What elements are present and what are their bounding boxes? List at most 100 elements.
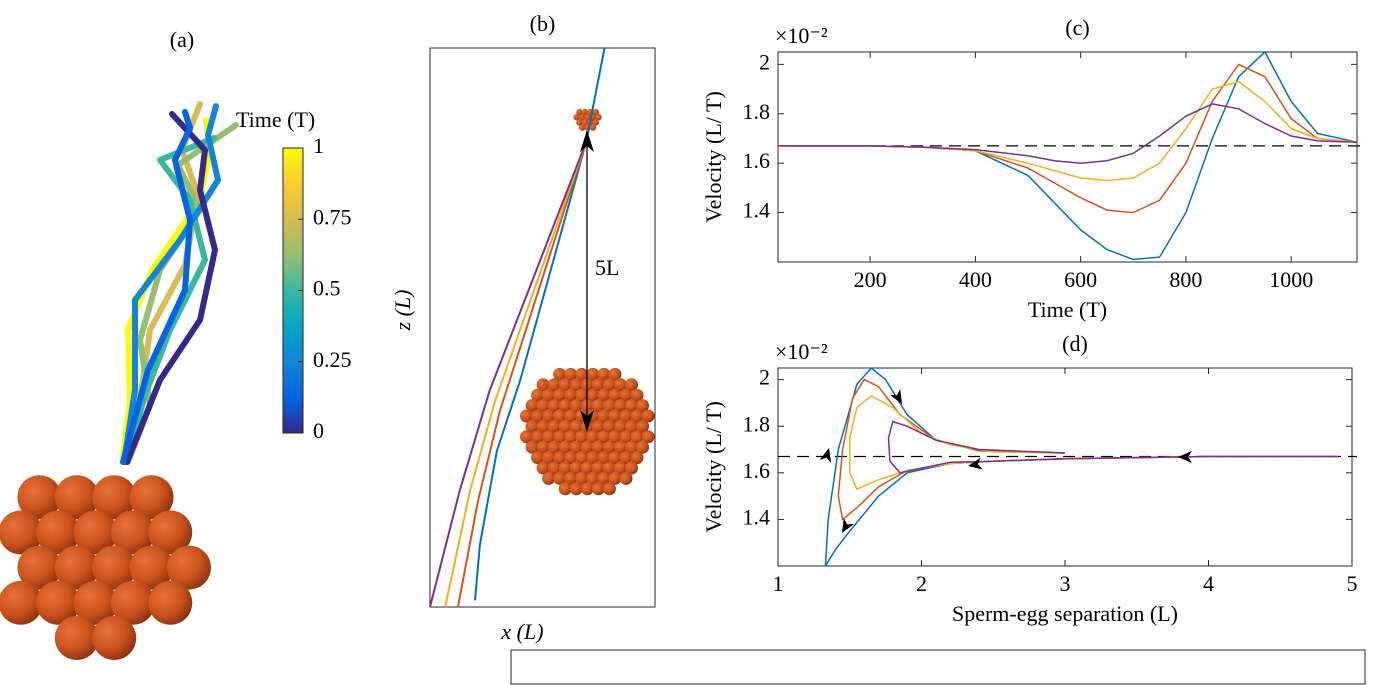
sphere xyxy=(129,475,174,520)
data-line xyxy=(778,50,1358,261)
sphere xyxy=(602,440,616,454)
sphere xyxy=(54,545,99,590)
y-tick-label: 1.4 xyxy=(743,504,771,529)
sphere xyxy=(167,545,211,590)
sphere xyxy=(581,108,589,116)
sphere xyxy=(581,119,589,126)
sphere xyxy=(536,399,550,413)
sphere xyxy=(597,471,611,485)
trajectory-line xyxy=(429,141,588,608)
sphere xyxy=(584,114,591,121)
panel-title: (d) xyxy=(1062,331,1088,356)
x-tick-label: 1 xyxy=(773,571,784,596)
sphere xyxy=(580,482,594,496)
sphere xyxy=(613,399,627,413)
sphere xyxy=(576,108,583,116)
sphere xyxy=(564,451,578,465)
y-tick-label: 1.8 xyxy=(743,99,771,124)
sphere xyxy=(591,399,605,413)
sphere xyxy=(558,440,572,454)
sphere xyxy=(586,367,600,381)
sphere xyxy=(0,580,43,625)
sphere xyxy=(597,430,611,444)
sphere xyxy=(575,430,589,444)
sphere xyxy=(542,388,556,402)
sphere xyxy=(148,510,193,555)
sphere xyxy=(608,430,622,444)
legend-box xyxy=(510,649,1366,685)
sphere xyxy=(547,399,561,413)
x-tick-label: 4 xyxy=(1203,571,1214,596)
sphere xyxy=(576,119,583,126)
sphere xyxy=(613,461,627,475)
x-axis-label: Time (T) xyxy=(1028,297,1107,322)
sphere xyxy=(569,461,583,475)
sphere xyxy=(619,451,633,465)
sphere xyxy=(110,580,155,625)
sphere xyxy=(625,440,638,454)
sphere xyxy=(608,388,622,402)
plot-frame xyxy=(777,367,1353,567)
sphere xyxy=(602,482,616,496)
sphere xyxy=(129,545,174,590)
sphere xyxy=(17,545,62,590)
x-tick-label: 800 xyxy=(1169,267,1202,292)
panel-title: (c) xyxy=(1065,15,1089,40)
sphere xyxy=(531,409,545,423)
sphere xyxy=(580,461,594,475)
x-tick-label: 3 xyxy=(1060,571,1071,596)
sphere xyxy=(536,378,550,392)
y-tick-label: 2 xyxy=(759,365,770,390)
sphere xyxy=(525,399,539,413)
sphere xyxy=(613,440,627,454)
sphere xyxy=(573,114,580,121)
x-tick-label: 1000 xyxy=(1269,267,1313,292)
data-line xyxy=(824,366,1338,567)
sphere xyxy=(536,419,550,433)
sphere xyxy=(591,482,605,496)
sphere xyxy=(619,388,633,402)
sphere xyxy=(542,451,556,465)
sphere xyxy=(569,440,583,454)
sphere xyxy=(525,419,539,433)
sphere xyxy=(608,471,622,485)
y-tick-label: 1.4 xyxy=(743,198,771,223)
sphere xyxy=(591,378,605,392)
sphere xyxy=(569,399,583,413)
sphere xyxy=(54,475,99,520)
data-line xyxy=(887,420,1338,474)
x-tick-label: 400 xyxy=(959,267,992,292)
sphere xyxy=(636,440,650,454)
x-tick-label: 2 xyxy=(916,571,927,596)
sphere xyxy=(591,419,605,433)
sphere xyxy=(602,399,616,413)
data-line xyxy=(778,103,1358,164)
sphere xyxy=(597,367,611,381)
sphere xyxy=(619,471,633,485)
y-tick-label: 1.8 xyxy=(743,411,771,436)
data-line xyxy=(778,80,1358,182)
sphere xyxy=(569,482,583,496)
sphere xyxy=(553,430,567,444)
y-axis-label: Velocity (L/ T) xyxy=(701,91,726,223)
sphere xyxy=(92,616,137,660)
sphere xyxy=(558,399,572,413)
sphere xyxy=(586,471,600,485)
sphere xyxy=(558,482,572,496)
sphere xyxy=(575,367,589,381)
sphere xyxy=(553,451,567,465)
sphere xyxy=(578,114,586,121)
sphere xyxy=(547,440,561,454)
span-arrow xyxy=(580,130,594,432)
sphere xyxy=(608,367,622,381)
sphere xyxy=(619,430,633,444)
sphere xyxy=(569,419,583,433)
sphere xyxy=(547,461,561,475)
sphere xyxy=(575,388,589,402)
y-tick-label: 2 xyxy=(759,49,770,74)
sphere xyxy=(586,451,600,465)
data-line xyxy=(849,395,1338,491)
sphere xyxy=(591,461,605,475)
